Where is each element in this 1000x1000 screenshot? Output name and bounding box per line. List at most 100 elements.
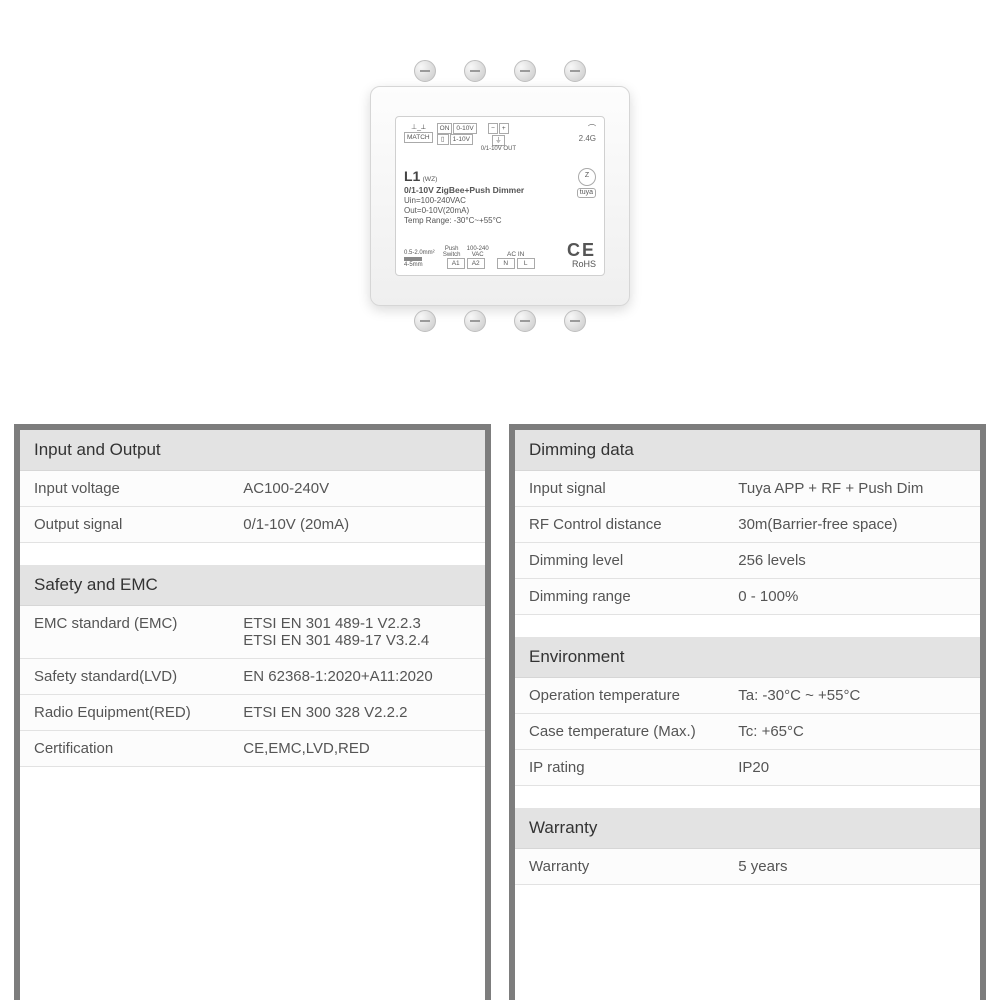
- top-screws: [400, 60, 600, 82]
- table-header: Warranty: [515, 808, 980, 849]
- table-row: Warranty 5 years: [515, 849, 980, 885]
- spec-key: Input signal: [515, 471, 724, 507]
- bottom-screws: [400, 310, 600, 332]
- model-suffix: (WZ): [423, 176, 438, 183]
- table-header: Environment: [515, 637, 980, 678]
- temp: Temp Range: -30°C~+55°C: [404, 216, 524, 226]
- spec-area: Input and Output Input voltage AC100-240…: [0, 410, 1000, 1000]
- sw-0-10: 0-10V: [453, 123, 476, 134]
- terminal-n: N: [497, 258, 515, 269]
- spec-key: Radio Equipment(RED): [20, 695, 229, 731]
- spec-key: Warranty: [515, 849, 724, 885]
- spec-val: Tc: +65°C: [724, 714, 980, 750]
- wire-icon: [404, 257, 422, 261]
- screw-icon: [464, 60, 486, 82]
- spec-key: Dimming level: [515, 543, 724, 579]
- spec-key: Output signal: [20, 507, 229, 543]
- table-row: Operation temperature Ta: -30°C ~ +55°C: [515, 678, 980, 714]
- screw-icon: [464, 310, 486, 332]
- spec-val: Ta: -30°C ~ +55°C: [724, 678, 980, 714]
- spec-val: 30m(Barrier-free space): [724, 507, 980, 543]
- table-environment: Environment Operation temperature Ta: -3…: [515, 637, 980, 786]
- spec-key: Safety standard(LVD): [20, 659, 229, 695]
- screw-icon: [514, 310, 536, 332]
- spec-val: Tuya APP + RF + Push Dim: [724, 471, 980, 507]
- spec-val: EN 62368-1:2020+A11:2020: [229, 659, 485, 695]
- wire-len: 4-5mm: [404, 262, 435, 269]
- table-io: Input and Output Input voltage AC100-240…: [20, 430, 485, 543]
- table-row: Output signal 0/1-10V (20mA): [20, 507, 485, 543]
- table-dimming: Dimming data Input signal Tuya APP + RF …: [515, 430, 980, 615]
- table-row: Safety standard(LVD) EN 62368-1:2020+A11…: [20, 659, 485, 695]
- table-row: Input voltage AC100-240V: [20, 471, 485, 507]
- terminal-a2: A2: [467, 258, 485, 269]
- spec-val: 0/1-10V (20mA): [229, 507, 485, 543]
- table-row: Radio Equipment(RED) ETSI EN 300 328 V2.…: [20, 695, 485, 731]
- spec-key: IP rating: [515, 750, 724, 786]
- table-safety: Safety and EMC EMC standard (EMC) ETSI E…: [20, 565, 485, 767]
- spec-val: ETSI EN 300 328 V2.2.2: [229, 695, 485, 731]
- ground-icon: ⏚: [492, 135, 505, 146]
- terminal-l: L: [517, 258, 535, 269]
- model: L1: [404, 168, 420, 184]
- sw-on: ON: [437, 123, 453, 134]
- product-image-area: ⊥_⟂ MATCH ON 0-10V ▯ 1-10V: [0, 0, 1000, 400]
- spec-key: Case temperature (Max.): [515, 714, 724, 750]
- zigbee-icon: Z: [578, 168, 596, 186]
- push-switch-label: Push Switch: [441, 246, 463, 258]
- vac-label: 100-240 VAC: [465, 246, 491, 258]
- out-label: 0/1-10V OUT: [481, 146, 516, 152]
- rohs-mark: RoHS: [567, 259, 596, 269]
- device-body: ⊥_⟂ MATCH ON 0-10V ▯ 1-10V: [370, 86, 630, 306]
- sw-1-10: 1-10V: [450, 134, 473, 145]
- spec-key: EMC standard (EMC): [20, 606, 229, 659]
- device-label: ⊥_⟂ MATCH ON 0-10V ▯ 1-10V: [395, 116, 605, 276]
- match-box: MATCH: [404, 132, 433, 143]
- table-row: Case temperature (Max.) Tc: +65°C: [515, 714, 980, 750]
- label-bottom-row: 0.5-2.0mm² 4-5mm Push Switch 100-240 VAC…: [404, 241, 596, 269]
- spec-val: 5 years: [724, 849, 980, 885]
- table-row: EMC standard (EMC) ETSI EN 301 489-1 V2.…: [20, 606, 485, 659]
- spec-key: RF Control distance: [515, 507, 724, 543]
- spec-val: IP20: [724, 750, 980, 786]
- spec-val: AC100-240V: [229, 471, 485, 507]
- label-top-row: ⊥_⟂ MATCH ON 0-10V ▯ 1-10V: [404, 123, 596, 152]
- spec-val: 0 - 100%: [724, 579, 980, 615]
- screw-icon: [414, 310, 436, 332]
- screw-icon: [564, 60, 586, 82]
- ce-mark: CE: [567, 241, 596, 259]
- spec-val: CE,EMC,LVD,RED: [229, 731, 485, 767]
- table-row: Certification CE,EMC,LVD,RED: [20, 731, 485, 767]
- spec-key: Input voltage: [20, 471, 229, 507]
- dip-icon: ▯: [437, 134, 449, 145]
- spec-key: Dimming range: [515, 579, 724, 615]
- label-main: L1 (WZ) 0/1-10V ZigBee+Push Dimmer Uin=1…: [404, 168, 596, 226]
- wire-spec: 0.5-2.0mm²: [404, 250, 435, 257]
- left-column: Input and Output Input voltage AC100-240…: [20, 430, 485, 1000]
- screw-icon: [514, 60, 536, 82]
- spec-key: Operation temperature: [515, 678, 724, 714]
- spec-val: 256 levels: [724, 543, 980, 579]
- minus-box: −: [488, 123, 498, 134]
- spec-val: ETSI EN 301 489-1 V2.2.3 ETSI EN 301 489…: [229, 606, 485, 659]
- table-header: Input and Output: [20, 430, 485, 471]
- screw-icon: [414, 60, 436, 82]
- terminal-a1: A1: [447, 258, 465, 269]
- right-column: Dimming data Input signal Tuya APP + RF …: [515, 430, 980, 1000]
- model-desc: 0/1-10V ZigBee+Push Dimmer: [404, 185, 524, 196]
- table-warranty: Warranty Warranty 5 years: [515, 808, 980, 885]
- rf-label: 2.4G: [579, 134, 596, 143]
- table-row: Input signal Tuya APP + RF + Push Dim: [515, 471, 980, 507]
- table-row: IP rating IP20: [515, 750, 980, 786]
- acin-label: AC IN: [507, 251, 524, 258]
- table-header: Dimming data: [515, 430, 980, 471]
- out: Out=0-10V(20mA): [404, 206, 524, 216]
- screw-icon: [564, 310, 586, 332]
- table-row: Dimming level 256 levels: [515, 543, 980, 579]
- wifi-icon: ⌒: [579, 123, 596, 134]
- table-row: RF Control distance 30m(Barrier-free spa…: [515, 507, 980, 543]
- spec-key: Certification: [20, 731, 229, 767]
- tuya-badge: tuya: [577, 188, 596, 199]
- uin: Uin=100-240VAC: [404, 196, 524, 206]
- table-header: Safety and EMC: [20, 565, 485, 606]
